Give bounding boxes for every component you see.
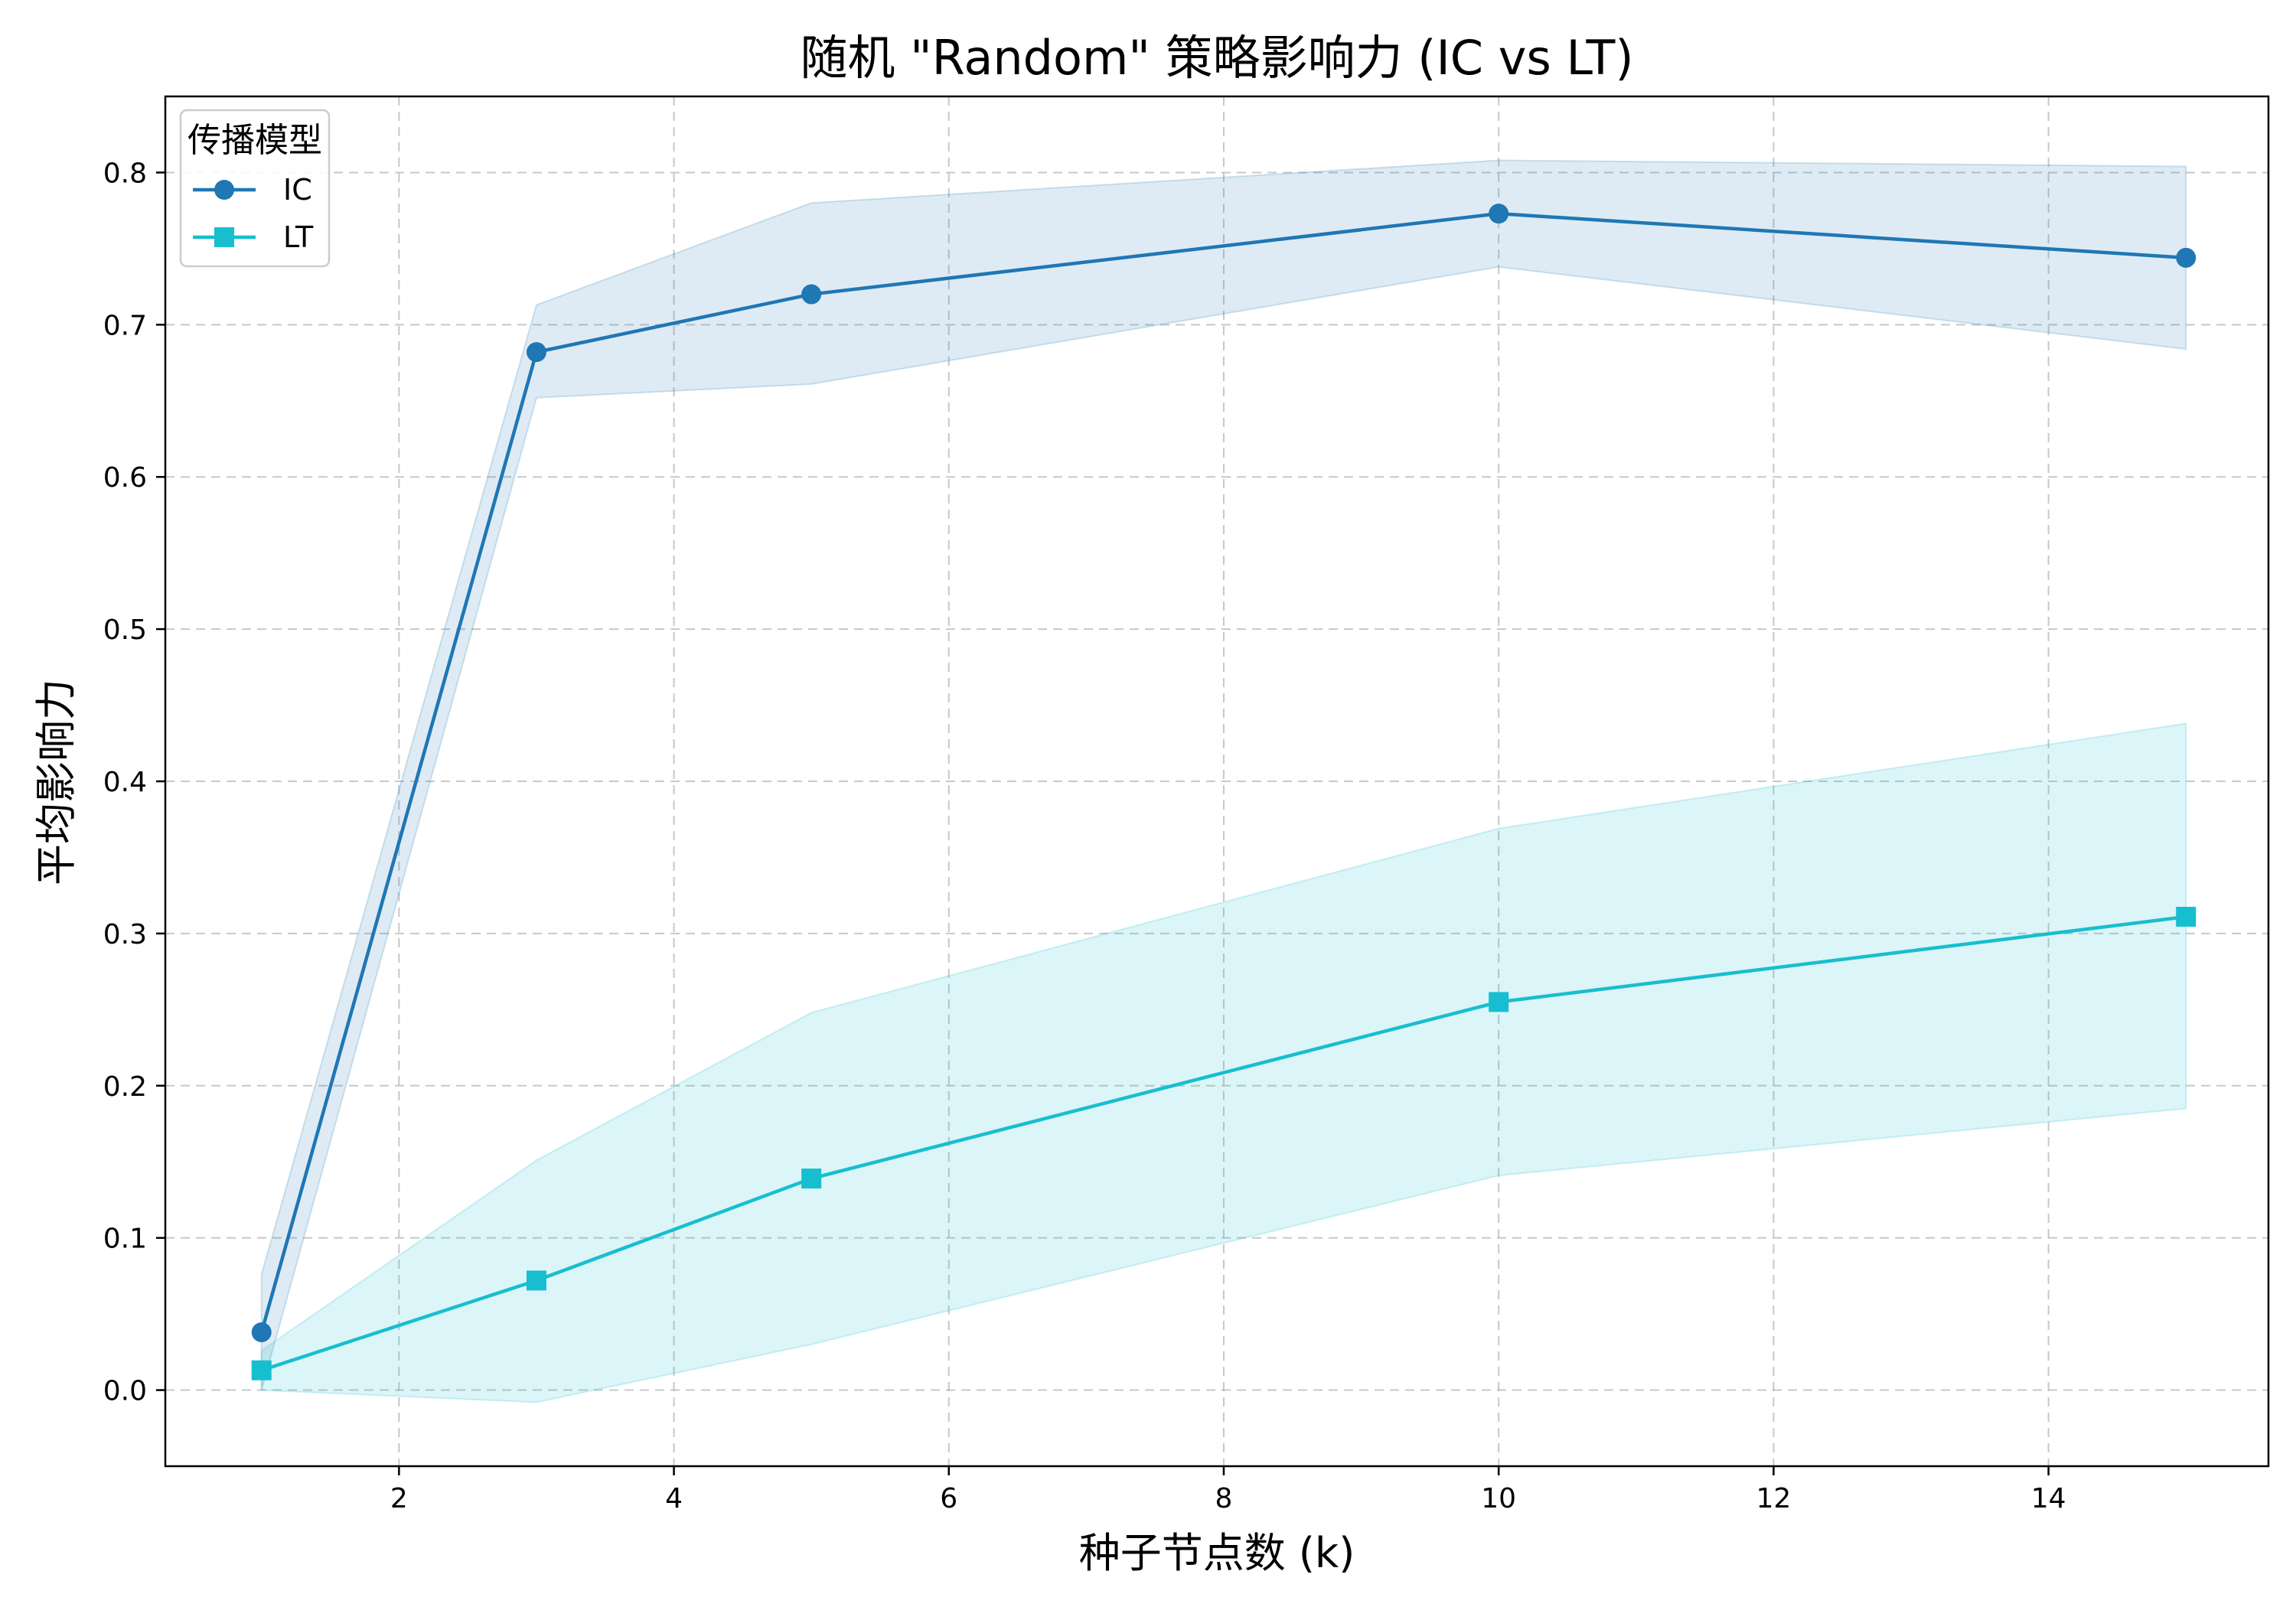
y-tick-label: 0.7 — [103, 310, 147, 341]
x-tick-label: 2 — [390, 1483, 408, 1514]
legend-title: 传播模型 — [188, 121, 322, 160]
point-ic — [1489, 204, 1509, 224]
y-tick-label: 0.5 — [103, 614, 147, 646]
legend-label-ic: IC — [283, 173, 312, 207]
x-axis-label: 种子节点数 (k) — [1079, 1529, 1355, 1577]
point-lt — [2176, 907, 2197, 927]
y-tick-label: 0.2 — [103, 1071, 147, 1103]
point-ic — [251, 1322, 272, 1342]
point-lt — [801, 1169, 822, 1189]
y-axis-label: 平均影响力 — [32, 679, 80, 885]
x-tick-label: 4 — [665, 1483, 683, 1514]
point-lt — [526, 1270, 546, 1291]
y-tick-label: 0.8 — [103, 158, 147, 189]
band-ic — [260, 159, 2187, 1390]
y-tick-label: 0.6 — [103, 462, 147, 494]
chart-title: 随机 "Random" 策略影响力 (IC vs LT) — [800, 30, 1633, 86]
legend-marker-lt — [214, 227, 234, 247]
legend: 传播模型 IC LT — [179, 109, 331, 268]
legend-label-lt: LT — [283, 220, 314, 254]
grid — [165, 96, 2268, 1466]
x-tick-label: 14 — [2031, 1483, 2066, 1514]
y-tick-label: 0.0 — [103, 1376, 147, 1407]
x-tick-label: 8 — [1215, 1483, 1233, 1514]
band-lt — [260, 722, 2187, 1403]
point-ic — [2176, 247, 2197, 268]
x-tick-label: 12 — [1756, 1483, 1792, 1514]
x-tick-label: 6 — [940, 1483, 957, 1514]
x-axis-ticks: 2 4 6 8 10 12 14 — [390, 1466, 2066, 1514]
point-ic — [526, 342, 546, 363]
y-axis-ticks: 0.0 0.1 0.2 0.3 0.4 0.5 0.6 0.7 0.8 — [103, 158, 165, 1407]
series-markers — [251, 204, 2197, 1380]
legend-marker-ic — [214, 180, 234, 200]
x-tick-label: 10 — [1481, 1483, 1516, 1514]
point-lt — [1489, 992, 1509, 1012]
y-tick-label: 0.4 — [103, 767, 147, 798]
point-lt — [251, 1360, 272, 1380]
confidence-bands — [260, 159, 2187, 1403]
y-tick-label: 0.1 — [103, 1224, 147, 1255]
point-ic — [801, 284, 822, 305]
y-tick-label: 0.3 — [103, 919, 147, 950]
